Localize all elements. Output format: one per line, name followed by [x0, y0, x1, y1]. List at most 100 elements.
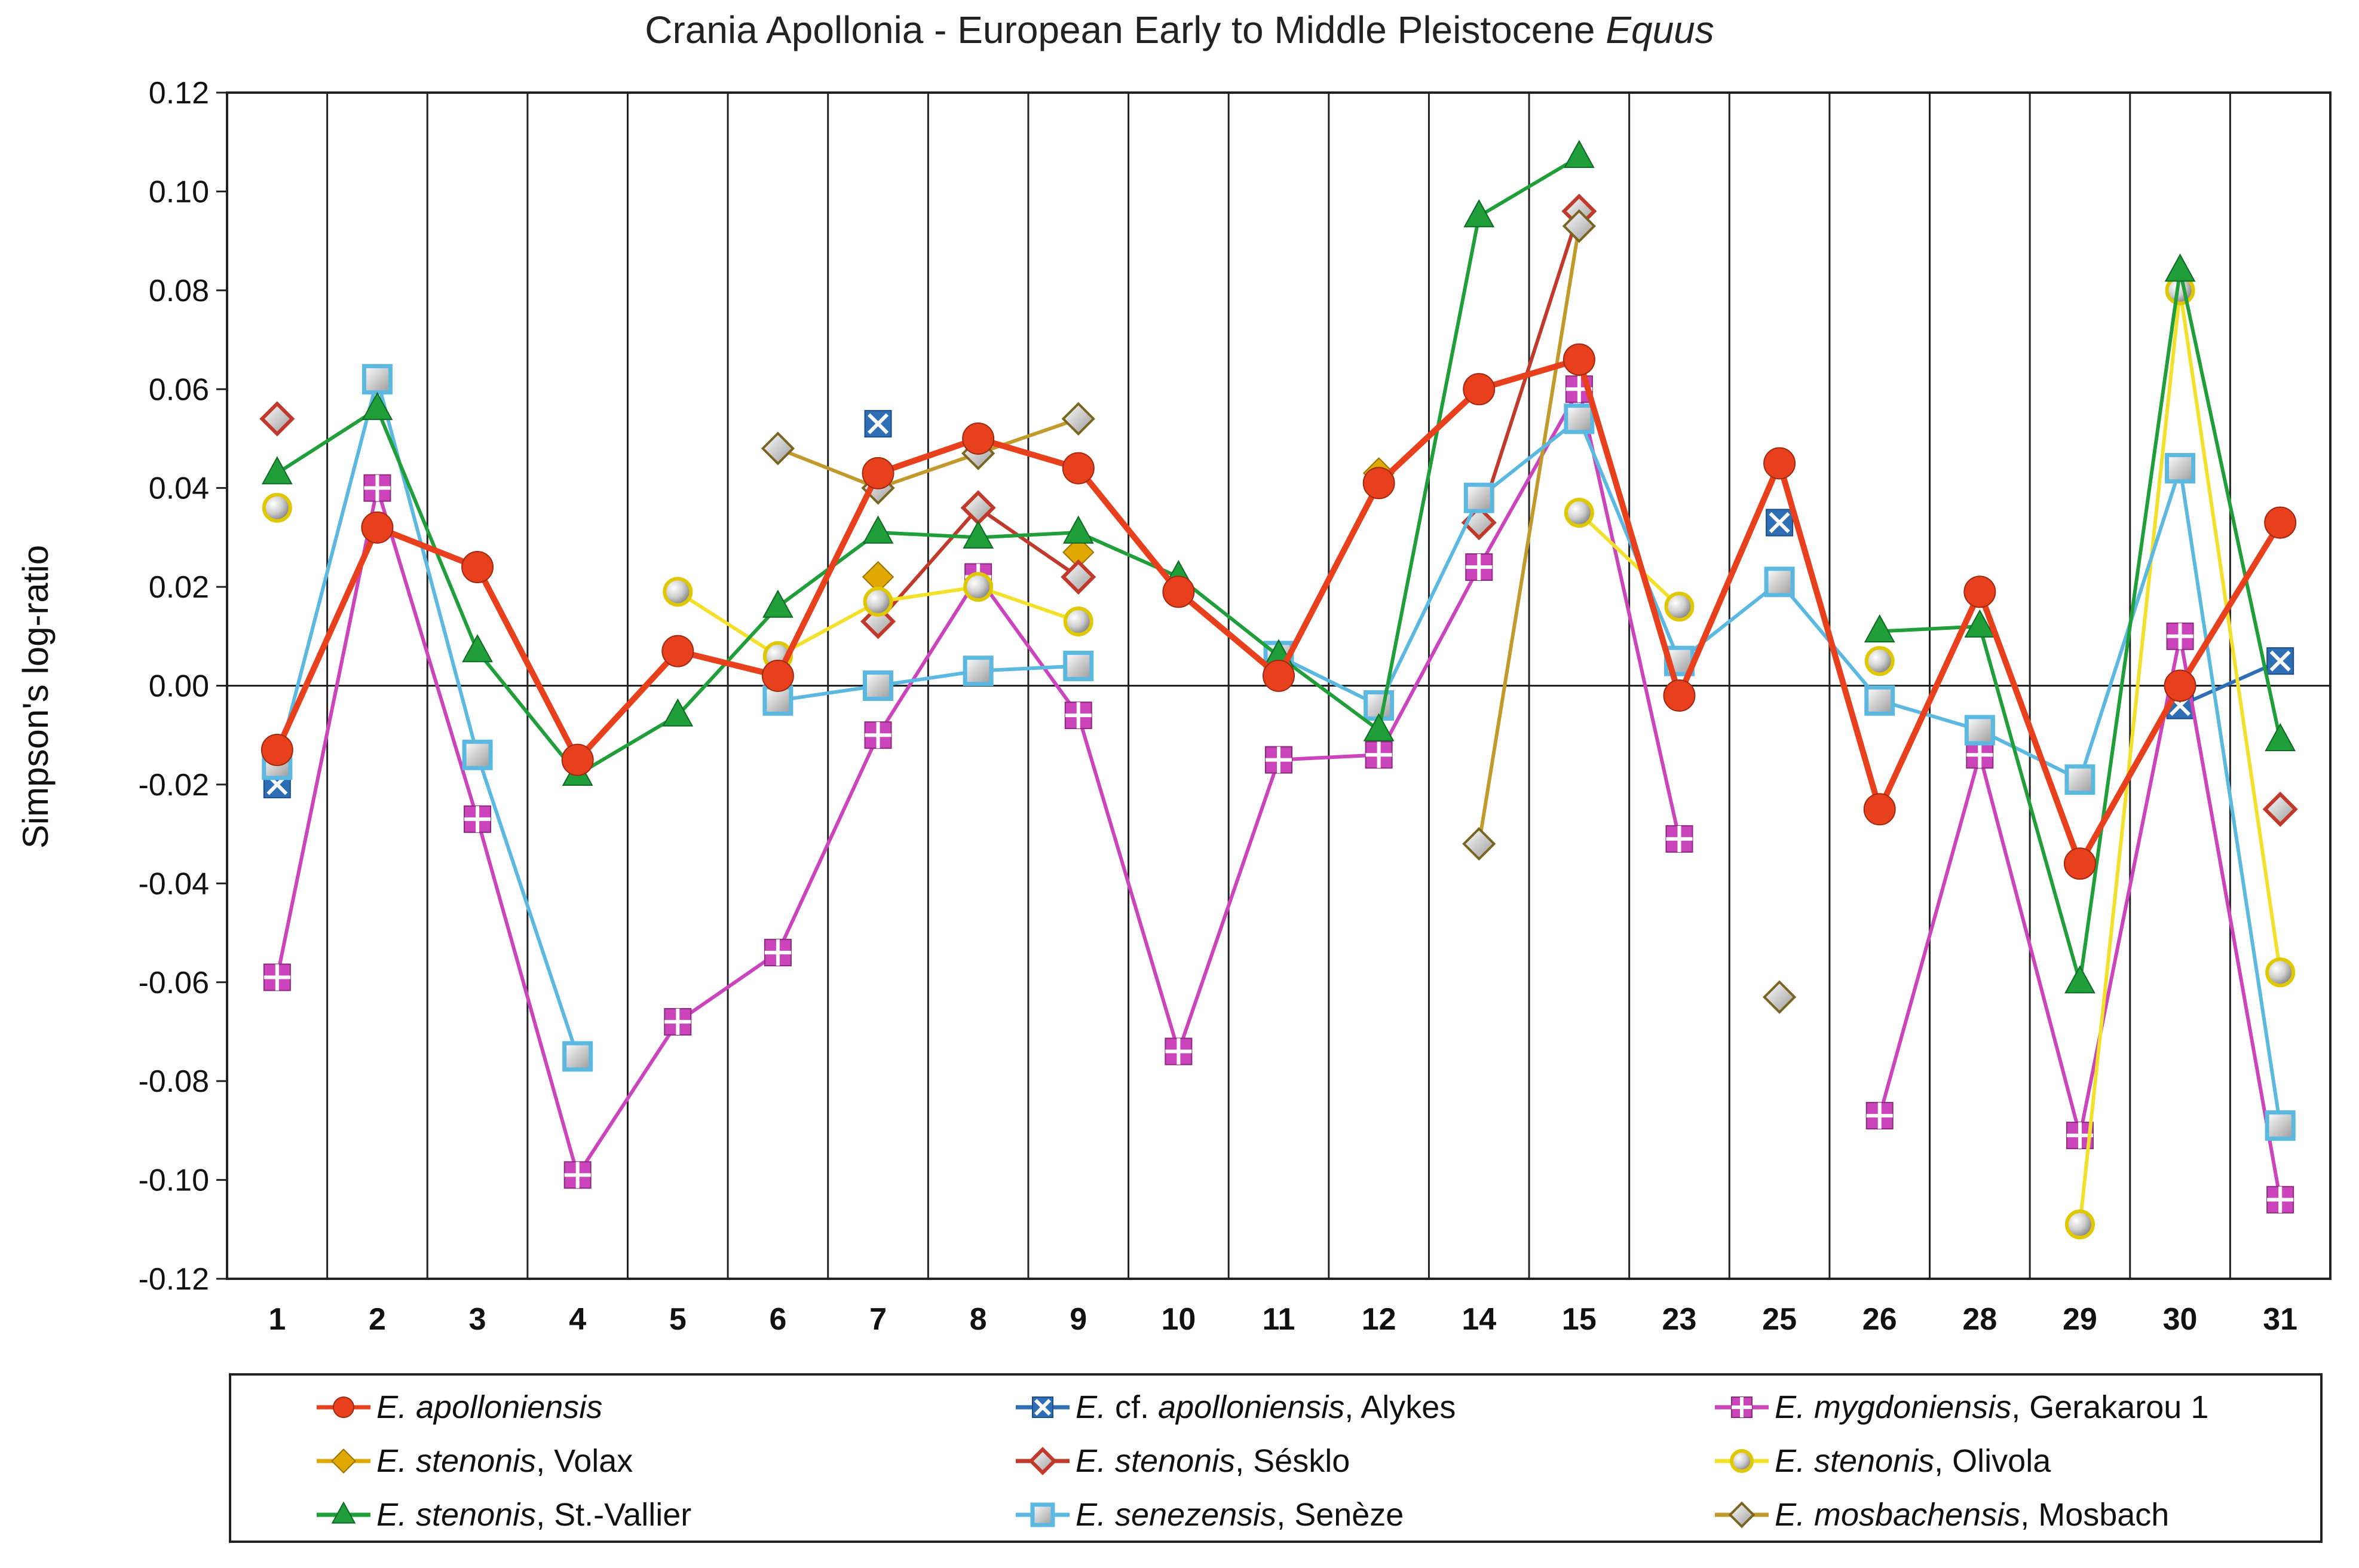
data-point — [1764, 566, 1795, 598]
data-point — [1061, 559, 1096, 595]
legend-entry: E. senezensis, Senèze — [1016, 1497, 1404, 1533]
data-point — [1731, 1396, 1753, 1418]
data-point — [1963, 575, 1996, 608]
legend-label: E. mygdoniensis, Gerakarou 1 — [1775, 1389, 2208, 1425]
y-tick-label: -0.02 — [138, 768, 209, 803]
data-point — [864, 721, 892, 749]
legend-label: E. stenonis, Volax — [376, 1443, 633, 1479]
data-point — [1865, 1102, 1894, 1130]
data-point — [1563, 343, 1595, 376]
x-tick-label: 31 — [2263, 1302, 2297, 1337]
data-point — [1263, 659, 1295, 692]
legend — [229, 1373, 2323, 1543]
legend-label: E. stenonis, Sésklo — [1076, 1443, 1350, 1479]
y-tick-label: 0.04 — [149, 471, 209, 506]
data-point — [1864, 646, 1895, 676]
x-tick-label: 29 — [2063, 1302, 2097, 1337]
data-point — [361, 391, 393, 420]
legend-entry: E. cf. apolloniensis, Alykes — [1016, 1389, 1456, 1425]
data-point — [259, 401, 295, 437]
data-point — [1462, 827, 1496, 861]
x-tick-label: 5 — [669, 1302, 687, 1337]
legend-label: E. apolloniensis — [376, 1389, 602, 1425]
data-point — [2063, 847, 2096, 880]
x-tick-label: 10 — [1161, 1302, 1196, 1337]
data-point — [2265, 957, 2296, 988]
legend-entry: E. mosbachensis, Mosbach — [1715, 1497, 2169, 1533]
data-point — [962, 422, 995, 455]
x-tick-label: 28 — [1962, 1302, 1997, 1337]
x-tick-label: 23 — [1662, 1302, 1697, 1337]
chart-title-main: Crania Apollonia - European Early to Mid… — [645, 8, 1595, 51]
x-tick-label: 9 — [1070, 1302, 1087, 1337]
data-point — [1728, 1501, 1756, 1529]
data-point — [1763, 447, 1796, 480]
data-point — [764, 939, 792, 967]
data-point — [2064, 764, 2095, 795]
data-point — [863, 670, 894, 701]
y-tick-label: 0.02 — [149, 570, 209, 605]
data-point — [963, 656, 994, 687]
data-point — [1063, 650, 1094, 681]
y-tick-label: -0.04 — [138, 866, 209, 901]
legend-entry: E. apolloniensis — [317, 1389, 602, 1425]
data-point — [2265, 1110, 2296, 1141]
data-point — [863, 586, 893, 617]
data-point — [1563, 140, 1595, 169]
series-5 — [262, 275, 2296, 1240]
x-axis-ticks: 1 2 3 4 5 6 7 8 9 10 11 12 14 15 23 25 26 28 29 30 31 — [268, 1302, 2297, 1337]
data-point — [562, 1041, 593, 1072]
legend-entry: E. stenonis, St.-Vallier — [317, 1497, 691, 1533]
data-point — [2264, 506, 2297, 539]
data-point — [331, 1448, 356, 1474]
data-point — [1362, 467, 1395, 500]
data-point — [762, 589, 794, 618]
data-point — [761, 659, 794, 692]
x-tick-label: 11 — [1263, 1302, 1295, 1337]
data-point — [2262, 791, 2298, 827]
data-point — [1564, 498, 1594, 528]
y-tick-label: 0.10 — [149, 174, 209, 209]
y-tick-label: -0.12 — [138, 1262, 209, 1297]
data-point — [1665, 825, 1693, 853]
data-point — [1032, 1396, 1053, 1418]
data-point — [361, 364, 393, 395]
legend-label: E. cf. apolloniensis, Alykes — [1076, 1389, 1456, 1425]
y-axis-label: Simpson's log-ratio — [16, 545, 56, 849]
data-point — [1463, 373, 1496, 406]
series-group — [259, 140, 2298, 1240]
data-point — [462, 634, 493, 663]
data-point — [1762, 980, 1797, 1014]
data-point — [261, 456, 293, 485]
data-point — [461, 551, 494, 583]
data-point — [333, 1396, 354, 1418]
x-tick-label: 3 — [469, 1302, 486, 1337]
data-point — [1165, 1037, 1193, 1065]
data-point — [1966, 741, 1994, 769]
data-point — [2166, 622, 2194, 650]
data-point — [1265, 746, 1292, 774]
x-tick-label: 14 — [1462, 1302, 1496, 1337]
data-point — [662, 698, 694, 727]
data-point — [2064, 965, 2095, 994]
data-point — [963, 520, 994, 549]
data-point — [1062, 515, 1094, 544]
data-point — [261, 734, 293, 767]
data-point — [1028, 1447, 1057, 1475]
x-tick-label: 1 — [268, 1302, 286, 1337]
legend-entry: E. stenonis, Volax — [317, 1443, 633, 1479]
data-point — [1730, 1449, 1754, 1473]
series-6 — [261, 140, 2296, 994]
data-point — [963, 572, 994, 602]
grid-lines — [227, 93, 2330, 1279]
legend-entries: E. apolloniensis E. cf. apolloniensis, Al… — [317, 1389, 2208, 1533]
data-point — [860, 604, 896, 639]
data-point — [664, 1007, 692, 1036]
data-point — [761, 431, 795, 466]
data-point — [1766, 509, 1794, 537]
data-point — [1063, 606, 1093, 636]
y-tick-label: -0.08 — [138, 1064, 209, 1099]
data-point — [862, 515, 894, 544]
y-tick-label: 0.08 — [149, 274, 209, 308]
